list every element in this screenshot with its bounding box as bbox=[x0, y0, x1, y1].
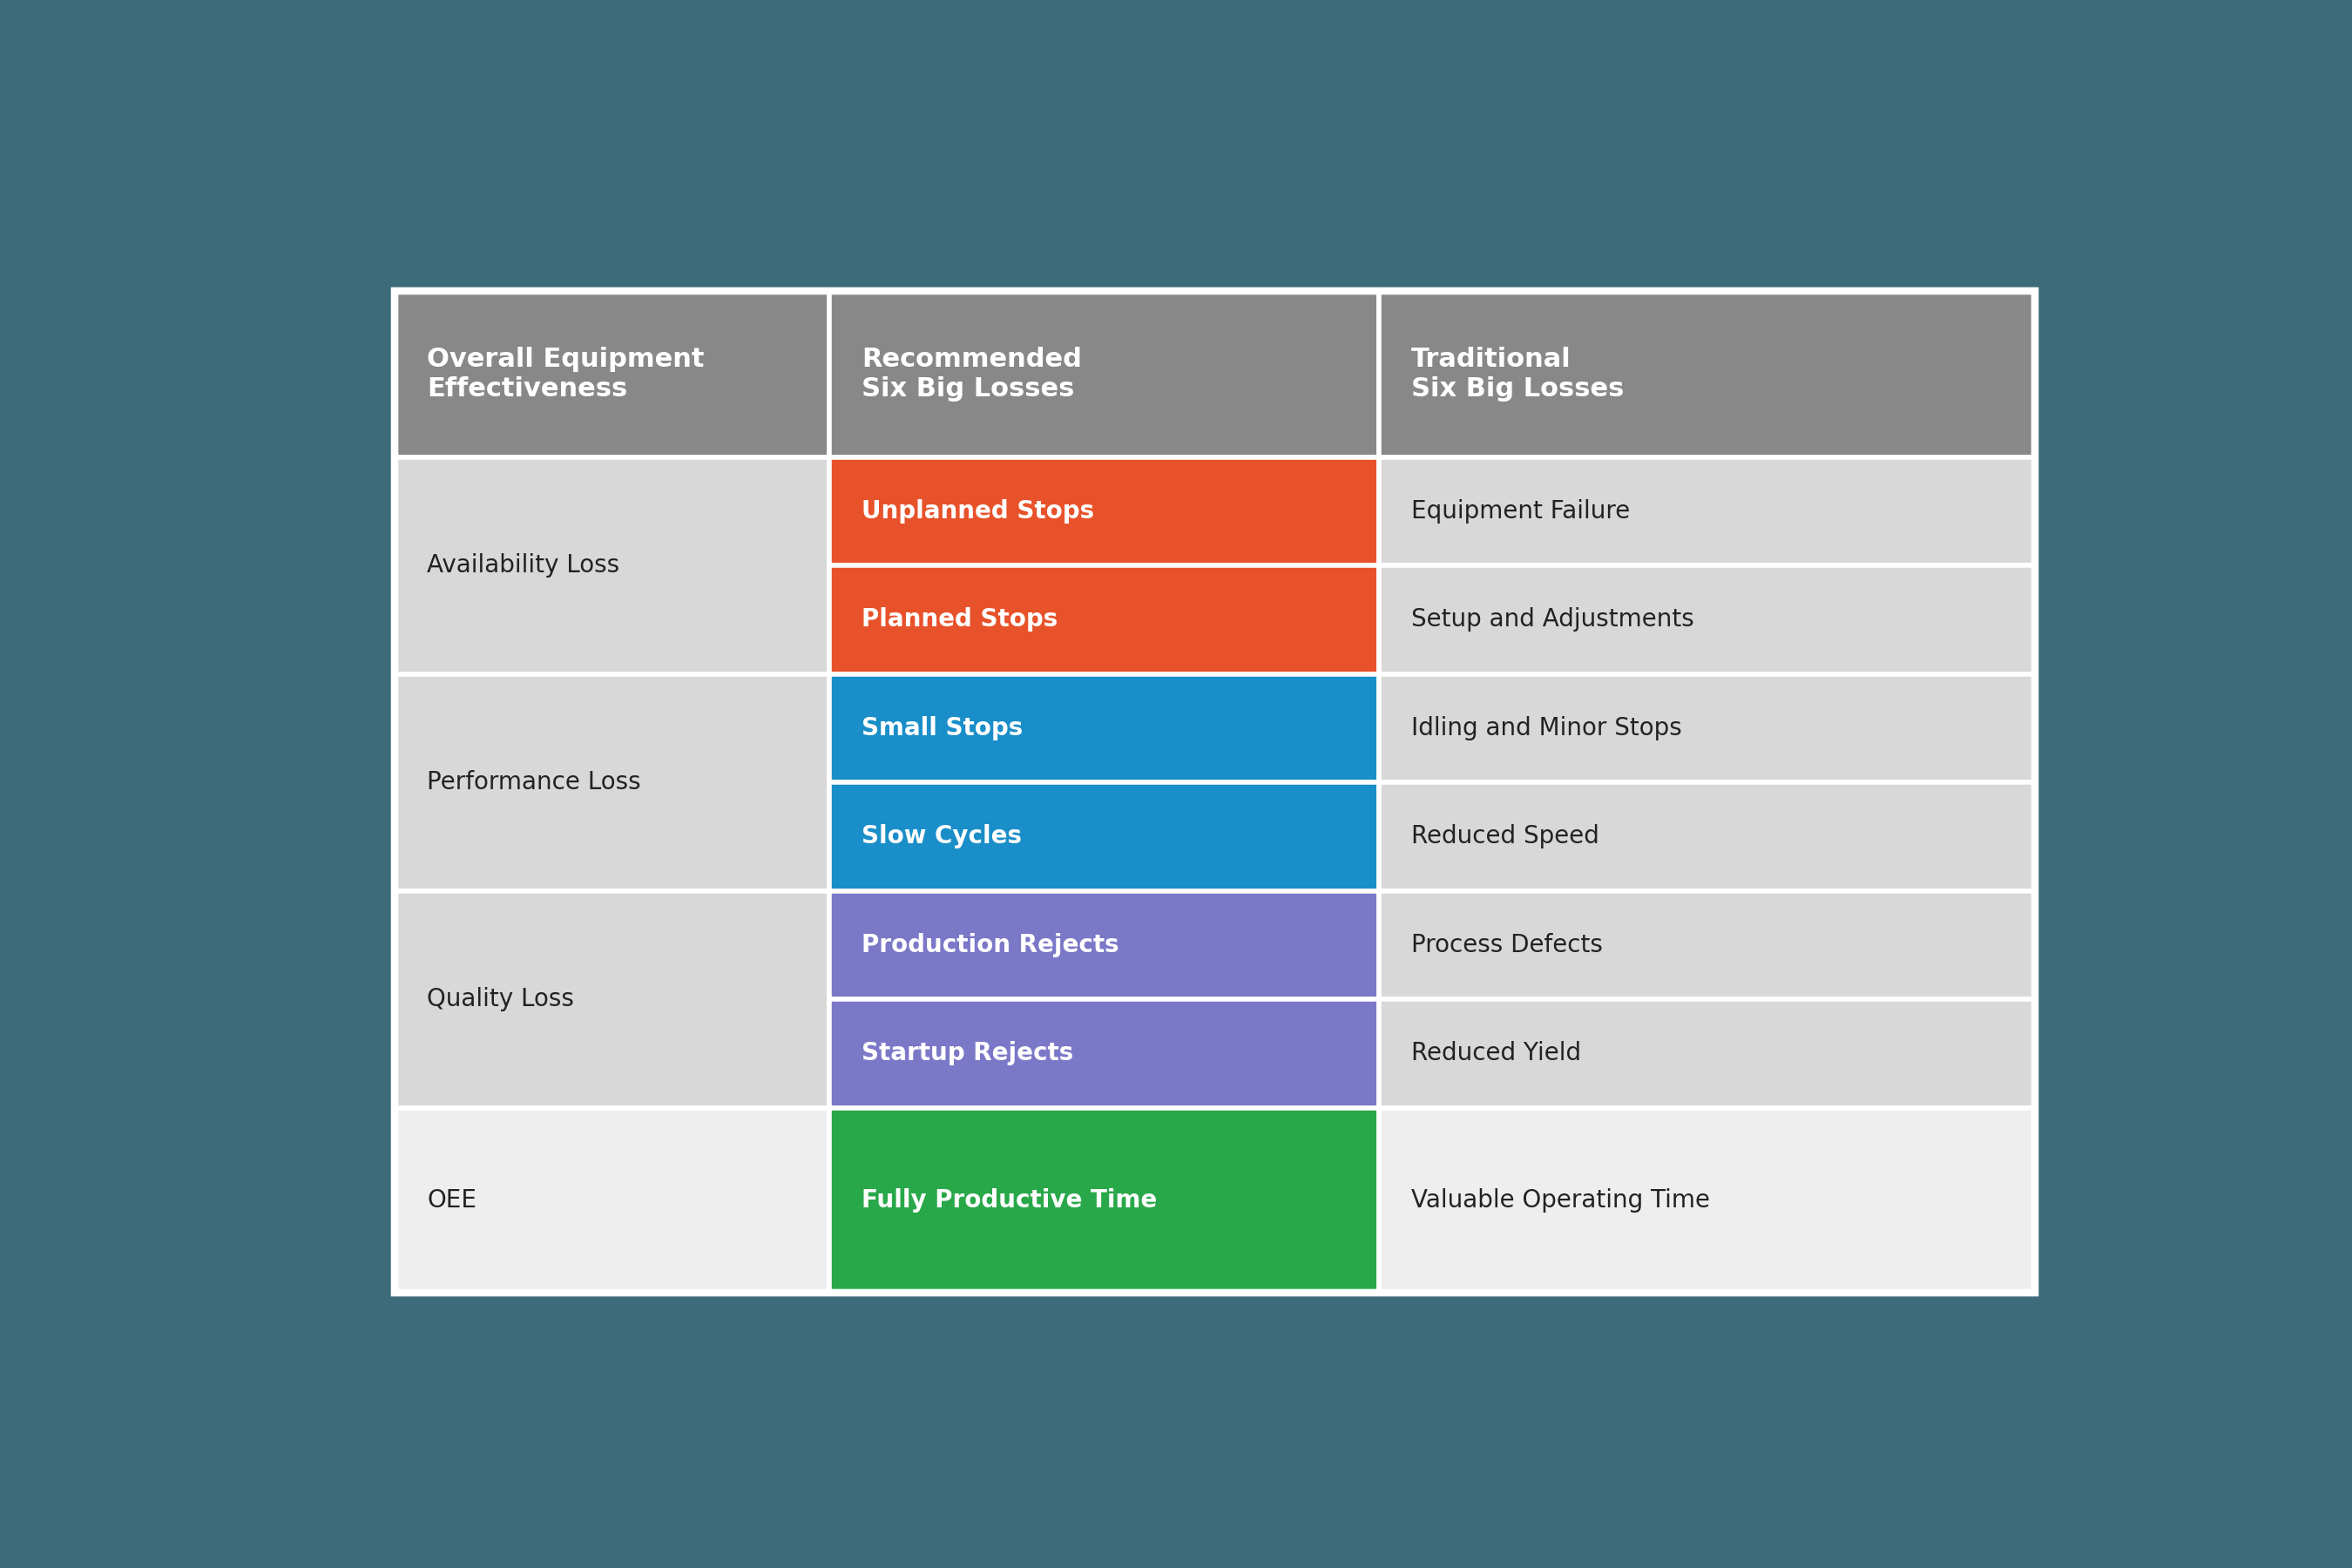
Text: Idling and Minor Stops: Idling and Minor Stops bbox=[1411, 717, 1682, 740]
Text: Quality Loss: Quality Loss bbox=[428, 986, 574, 1011]
Bar bbox=[828, 290, 1378, 458]
Text: Setup and Adjustments: Setup and Adjustments bbox=[1411, 607, 1693, 632]
Text: Overall Equipment
Effectiveness: Overall Equipment Effectiveness bbox=[428, 347, 706, 401]
Bar bbox=[828, 566, 1378, 674]
Bar bbox=[1378, 458, 2034, 566]
Text: Equipment Failure: Equipment Failure bbox=[1411, 499, 1630, 524]
Bar bbox=[828, 999, 1378, 1107]
Bar bbox=[395, 290, 828, 458]
Bar bbox=[828, 458, 1378, 566]
Bar bbox=[828, 1107, 1378, 1294]
Bar bbox=[1378, 566, 2034, 674]
Text: Reduced Speed: Reduced Speed bbox=[1411, 825, 1599, 848]
Bar bbox=[1378, 891, 2034, 999]
Text: Recommended
Six Big Losses: Recommended Six Big Losses bbox=[861, 347, 1082, 401]
Bar bbox=[395, 458, 828, 674]
Text: Process Defects: Process Defects bbox=[1411, 933, 1604, 956]
Text: Valuable Operating Time: Valuable Operating Time bbox=[1411, 1189, 1710, 1212]
Text: Availability Loss: Availability Loss bbox=[428, 554, 619, 577]
Text: Small Stops: Small Stops bbox=[861, 717, 1023, 740]
Bar bbox=[395, 674, 828, 891]
Text: Reduced Yield: Reduced Yield bbox=[1411, 1041, 1581, 1066]
Bar bbox=[828, 782, 1378, 891]
Text: Performance Loss: Performance Loss bbox=[428, 770, 642, 795]
Bar bbox=[1378, 782, 2034, 891]
Text: OEE: OEE bbox=[428, 1189, 477, 1212]
Bar bbox=[1378, 674, 2034, 782]
Bar bbox=[395, 891, 828, 1107]
Text: Production Rejects: Production Rejects bbox=[861, 933, 1120, 956]
Text: Startup Rejects: Startup Rejects bbox=[861, 1041, 1075, 1066]
Bar bbox=[395, 1107, 828, 1294]
Bar bbox=[395, 290, 2034, 1294]
Text: Unplanned Stops: Unplanned Stops bbox=[861, 499, 1094, 524]
Bar bbox=[395, 290, 2034, 1294]
Text: Planned Stops: Planned Stops bbox=[861, 607, 1058, 632]
Text: Traditional
Six Big Losses: Traditional Six Big Losses bbox=[1411, 347, 1625, 401]
Bar bbox=[395, 290, 2034, 1294]
Bar bbox=[828, 674, 1378, 782]
Bar bbox=[828, 891, 1378, 999]
Text: Fully Productive Time: Fully Productive Time bbox=[861, 1189, 1157, 1212]
Bar bbox=[1378, 999, 2034, 1107]
Text: Slow Cycles: Slow Cycles bbox=[861, 825, 1023, 848]
Bar bbox=[1378, 1107, 2034, 1294]
Bar bbox=[1378, 290, 2034, 458]
